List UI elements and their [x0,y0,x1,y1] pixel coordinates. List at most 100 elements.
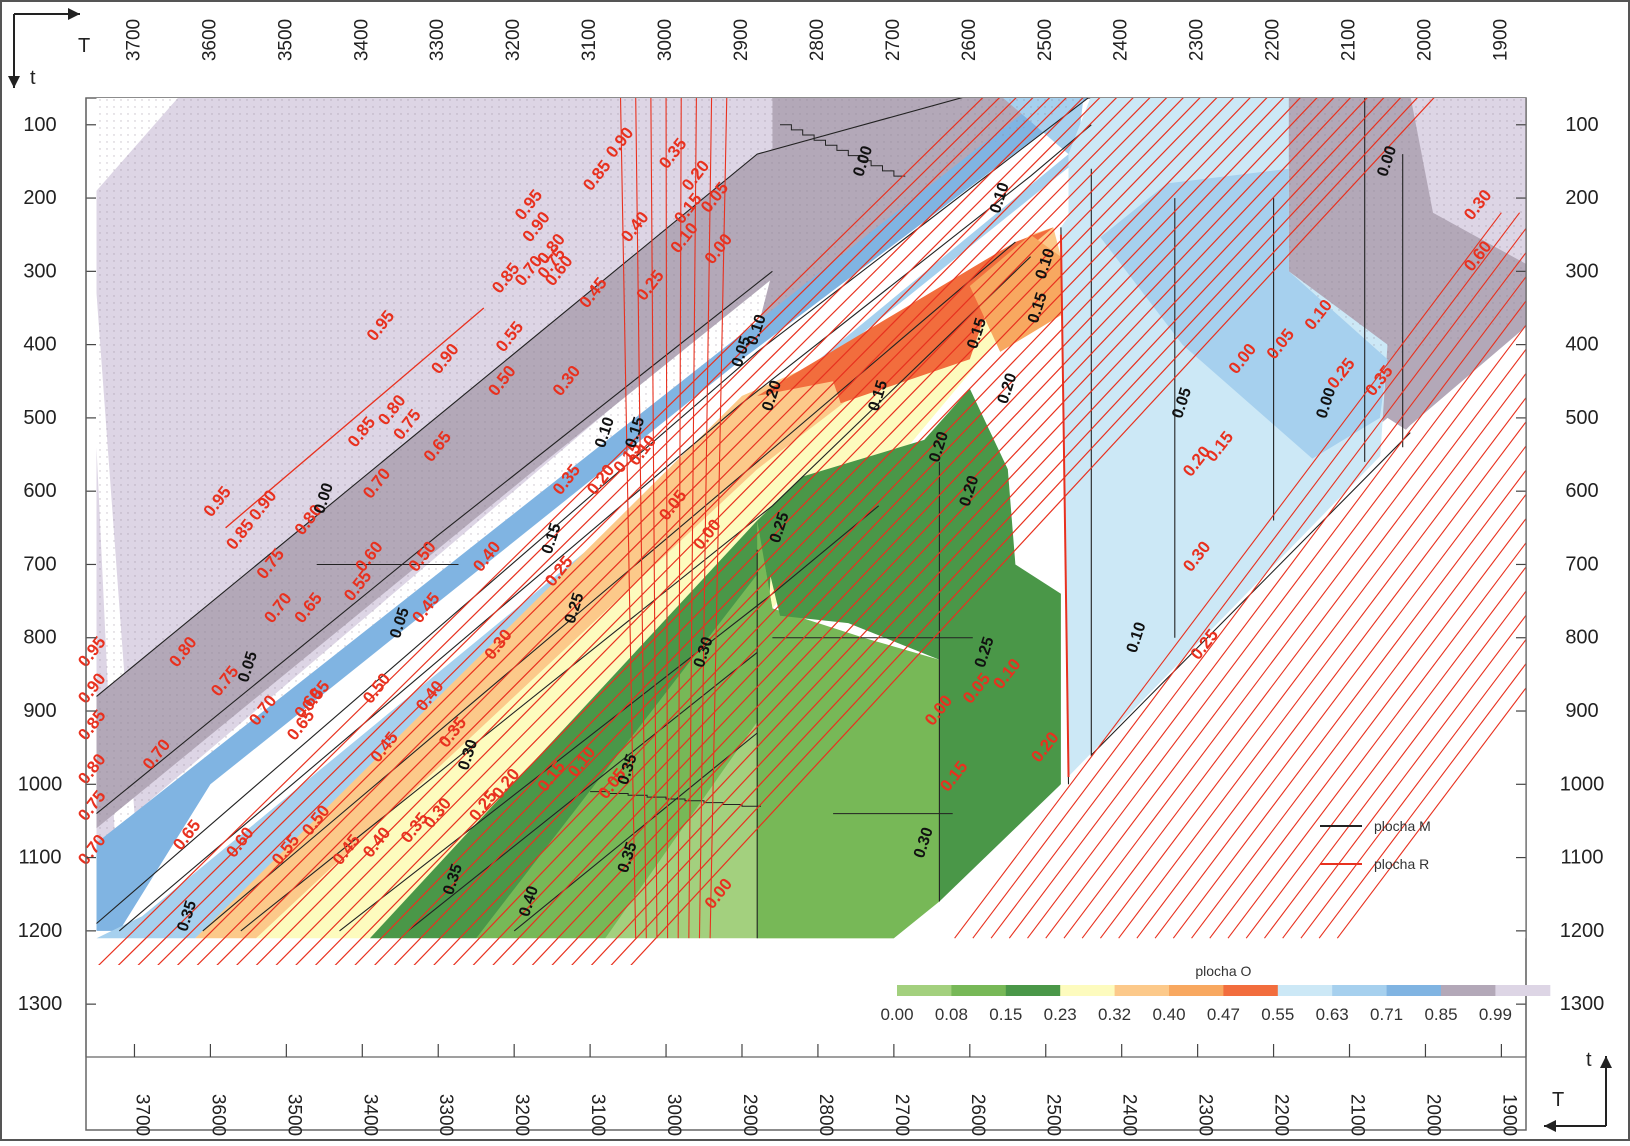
right-tick-label-800: 800 [1565,627,1598,649]
r-vert-boundary [1059,234,1070,777]
colorbar-swatch-11 [1495,985,1551,996]
top-tick-label-3400: 3400 [351,19,372,61]
right-tick-label-300: 300 [1565,260,1598,282]
r-vert-2 [650,98,658,939]
bottom-tick-label-3400: 3400 [359,1094,380,1136]
colorbar-tick-2: 0.15 [989,1005,1022,1024]
r-diag-right-11 [1154,445,1526,939]
bottom-tick-label-3600: 3600 [207,1094,228,1136]
colorbar-swatch-7 [1277,985,1333,996]
m-step-5 [780,124,906,177]
right-tick-label-600: 600 [1565,480,1598,502]
bottom-t-axis-label: t [1586,1049,1592,1071]
top-tick-label-3000: 3000 [655,19,676,61]
top-t-axis-label: t [30,67,36,89]
right-tick-label-200: 200 [1565,187,1598,209]
colorbar-tick-3: 0.23 [1044,1005,1077,1024]
r-diag-left-16 [413,98,1251,965]
colorbar-swatch-6 [1223,985,1279,996]
colorbar-swatch-5 [1169,985,1224,996]
top-tick-label-2700: 2700 [883,19,904,61]
colorbar-tick-9: 0.71 [1370,1005,1403,1024]
right-tick-label-700: 700 [1565,553,1598,575]
r-diag-right-4 [1027,275,1526,939]
r-diag-left-18 [452,98,1285,965]
colorbar-swatch-8 [1332,985,1388,996]
colorbar-swatch-10 [1441,985,1496,996]
top-tick-label-2900: 2900 [731,19,752,61]
left-tick-label-100: 100 [23,114,56,136]
left-tick-label-600: 600 [23,480,56,502]
legend-label-0: plocha M [1374,818,1431,834]
colorbar-tick-8: 0.63 [1316,1005,1349,1024]
r-vert-7 [709,98,728,939]
r-vert-6 [698,98,713,939]
r-diag-left-26 [610,98,1418,965]
top-tick-label-3200: 3200 [503,19,524,61]
top-tick-label-3700: 3700 [123,19,144,61]
top-tick-label-2500: 2500 [1035,19,1056,61]
r-diag-right-2 [990,227,1526,939]
legend-label-1: plocha R [1374,856,1429,872]
bottom-tick-label-3500: 3500 [283,1094,304,1136]
r-diag-right-18 [1282,614,1526,939]
m-step-2 [590,791,761,807]
m-contour-3 [240,256,1031,932]
r-diag-left-17 [433,98,1268,965]
top-tick-label-3600: 3600 [199,19,220,61]
colorbar-tick-0: 0.00 [880,1005,913,1024]
r-diag-right-13 [1191,493,1526,939]
region-green-light [605,579,894,939]
bottom-tick-label-3200: 3200 [511,1094,532,1136]
left-tick-label-1100: 1100 [18,847,61,869]
r-diag-left-8 [255,98,1117,965]
m-contour-0 [96,98,1089,924]
r-diag-left-10 [295,98,1151,965]
right-tick-label-900: 900 [1565,700,1598,722]
right-tick-label-100: 100 [1565,114,1598,136]
r-diag-left-1 [117,98,1000,965]
r-diag-left-11 [314,98,1168,965]
r-diag-left-22 [531,98,1351,965]
region-blank-gap [939,777,1069,939]
r-diag-right-1 [972,212,1521,939]
colorbar-tick-6: 0.47 [1207,1005,1240,1024]
colorbar-swatch-9 [1386,985,1442,996]
bottom-tick-label-2800: 2800 [815,1094,836,1136]
region-green-mid-center [757,520,940,939]
r-vert-1 [635,98,647,939]
right-tick-label-500: 500 [1565,407,1598,429]
r-diag-right-16 [1245,566,1526,939]
r-diag-left-23 [551,98,1368,965]
colorbar-tick-7: 0.55 [1261,1005,1294,1024]
right-tick-label-1300: 1300 [1560,993,1605,1015]
r-diag-right-6 [1063,324,1526,939]
bottom-tick-label-2900: 2900 [739,1094,760,1136]
r-vert-5 [688,98,697,939]
bottom-tick-label-2600: 2600 [967,1094,988,1136]
r-isolated-095 [225,307,485,529]
colorbar-tick-1: 0.08 [935,1005,968,1024]
dots-right [1288,98,1526,360]
r-diag-right-15 [1227,541,1526,939]
r-diag-left-20 [492,98,1318,965]
m-contour-10 [1090,168,1411,757]
r-vert-0 [619,98,637,939]
right-tick-label-400: 400 [1565,334,1598,356]
r-diag-left-25 [590,98,1402,965]
r-diag-right-12 [1172,469,1526,939]
region-green-dark-band [369,520,773,939]
colorbar-tick-10: 0.85 [1424,1005,1457,1024]
top-tick-label-2100: 2100 [1339,19,1360,61]
left-tick-label-800: 800 [23,627,56,649]
r-diag-right-17 [1264,590,1526,939]
r-diag-left-4 [176,98,1051,965]
r-diag-left-19 [472,98,1301,965]
r-diag-right-5 [1045,300,1526,939]
r-diag-right-10 [1136,420,1526,939]
bottom-tick-label-3100: 3100 [587,1094,608,1136]
top-tick-label-1900: 1900 [1490,19,1511,61]
top-T-axis-label: T [78,35,90,57]
colorbar-swatch-1 [951,985,1007,996]
